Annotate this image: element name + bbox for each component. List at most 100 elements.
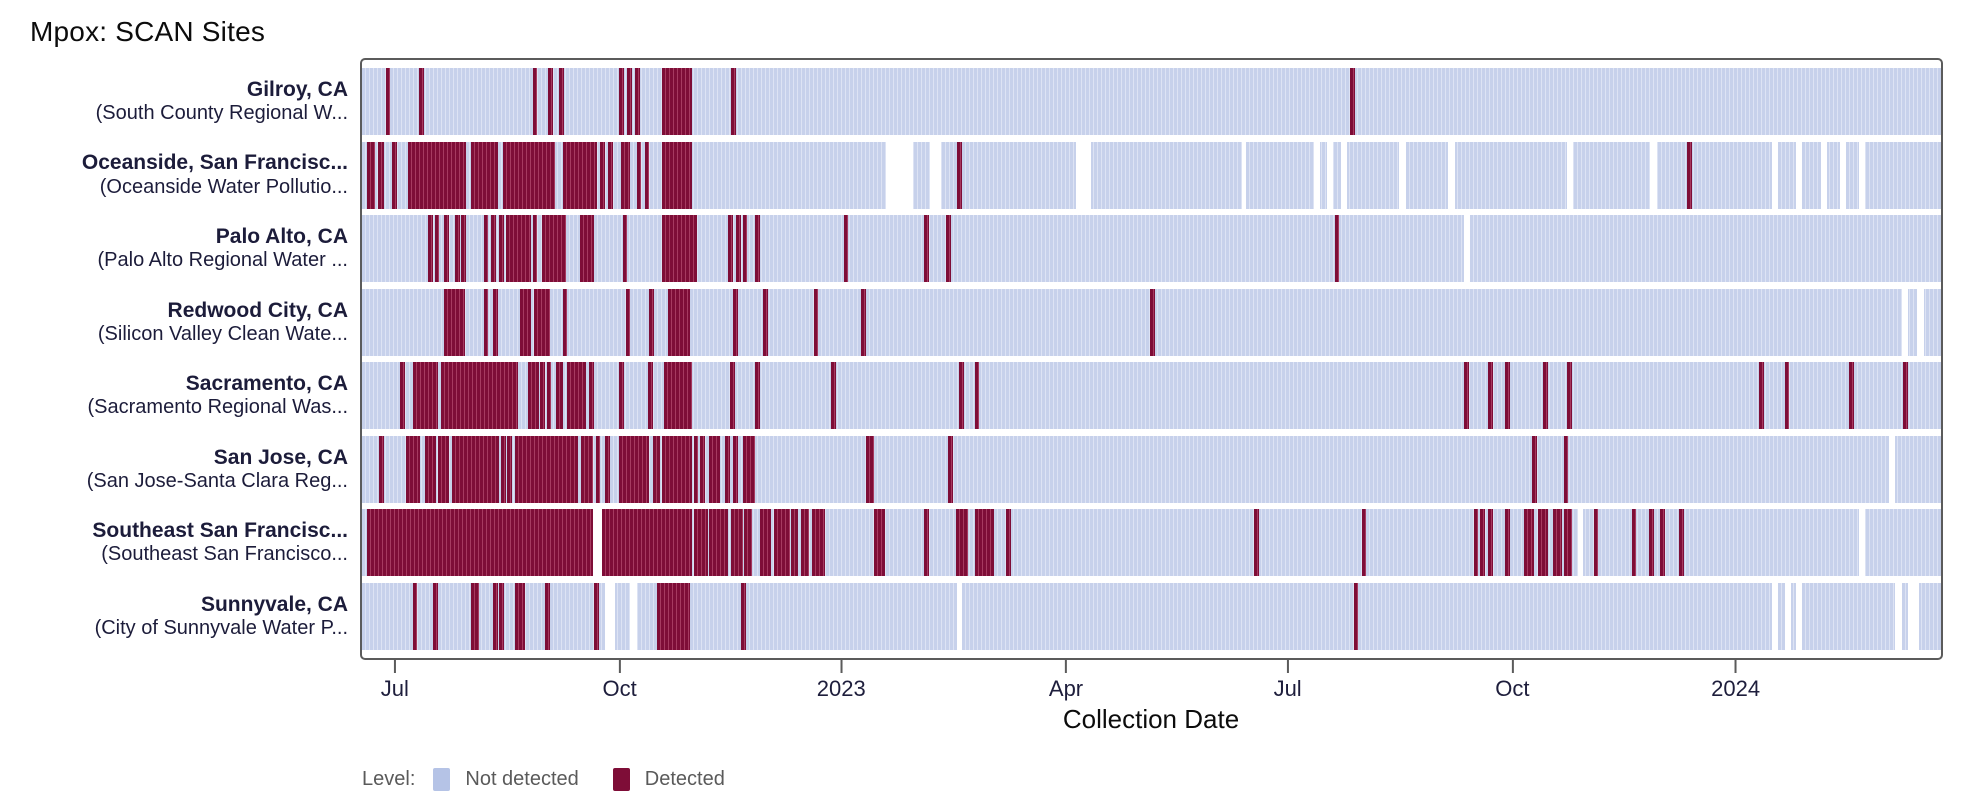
site-facility: (Southeast San Francisco...: [101, 543, 348, 566]
tick-mark: [618, 660, 621, 673]
no-data-gap: [1772, 141, 1779, 209]
no-data-gap: [957, 582, 963, 650]
detected-segment: [452, 435, 500, 503]
detected-segment: [532, 215, 538, 283]
site-label: Oceanside, San Francisc... (Oceanside Wat…: [2, 142, 348, 209]
detected-segment: [499, 582, 505, 650]
no-data-gap: [886, 141, 914, 209]
detected-segment: [1487, 509, 1493, 577]
detected-segment: [662, 435, 692, 503]
detected-segment: [1903, 362, 1908, 430]
no-data-gap: [1448, 141, 1455, 209]
detected-segment: [1538, 509, 1548, 577]
x-axis-tick: 2024: [1711, 660, 1760, 702]
detected-segment: [733, 435, 738, 503]
site-label: Palo Alto, CA (Palo Alto Regional Water .…: [2, 215, 349, 282]
detected-segment: [668, 288, 691, 356]
detected-segment: [546, 362, 552, 430]
site-facility: (Oceanside Water Pollutio...: [99, 175, 348, 198]
detected-segment: [594, 582, 599, 650]
detected-segment: [742, 435, 756, 503]
detected-segment: [499, 215, 505, 283]
detected-segment: [958, 362, 964, 430]
site-name: Redwood City, CA: [167, 298, 348, 322]
detected-segment: [774, 509, 790, 577]
detected-segment: [493, 582, 498, 650]
site-facility: (San Jose-Santa Clara Reg...: [86, 469, 348, 492]
detected-segment: [1479, 509, 1485, 577]
detected-segment: [733, 288, 738, 356]
no-data-gap: [1895, 582, 1902, 650]
no-data-gap: [1784, 582, 1791, 650]
detected-segment: [444, 288, 465, 356]
detected-segment: [1524, 509, 1534, 577]
tick-label: Apr: [1048, 676, 1084, 701]
detected-segment: [470, 582, 479, 650]
detected-segment: [1006, 509, 1011, 577]
detected-segment: [1849, 362, 1855, 430]
tick-mark: [1065, 660, 1068, 673]
detected-segment: [619, 362, 625, 430]
detected-segment: [974, 509, 994, 577]
timeline-band: [362, 509, 1941, 577]
tick-mark: [393, 660, 396, 673]
detected-segment: [399, 362, 405, 430]
detected-segment: [662, 68, 692, 135]
detected-segment: [385, 68, 391, 135]
detected-segment: [647, 362, 653, 430]
x-axis-tick: Jul: [381, 660, 409, 702]
detected-segment: [440, 362, 519, 430]
legend-item-label: Not detected: [465, 768, 579, 790]
x-axis: Jul Oct 2023 Apr Jul Oct 2024: [360, 660, 1943, 706]
site-name: Sacramento, CA: [185, 372, 348, 396]
x-axis-tick: Oct: [602, 660, 637, 702]
site-name: Southeast San Francisc...: [92, 519, 348, 543]
detected-segment: [1361, 509, 1367, 577]
site-name: Gilroy, CA: [246, 77, 348, 101]
no-data-gap: [1314, 141, 1321, 209]
detected-segment: [1149, 288, 1155, 356]
x-axis-tick: Jul: [1274, 660, 1302, 702]
detected-segment: [622, 215, 628, 283]
detected-segment: [693, 509, 708, 577]
no-data-gap: [592, 509, 602, 577]
tick-label: Jul: [1273, 676, 1302, 701]
detected-segment: [1563, 435, 1569, 503]
detected-segment: [507, 435, 512, 503]
no-data-gap: [1888, 435, 1896, 503]
no-data-gap: [1858, 141, 1866, 209]
detected-segment: [366, 141, 375, 209]
no-data-gap: [1075, 141, 1092, 209]
tick-label: 2023: [816, 676, 866, 701]
timeline-band: [362, 582, 1941, 650]
detected-segment: [1593, 509, 1599, 577]
legend-swatch: [612, 768, 630, 791]
detected-segment: [946, 215, 951, 283]
site-facility: (South County Regional W...: [95, 102, 348, 125]
detected-segment: [366, 509, 593, 577]
detected-segment: [534, 288, 550, 356]
detected-segment: [736, 215, 741, 283]
detected-segment: [1759, 362, 1765, 430]
detected-segment: [1464, 362, 1469, 430]
detected-segment: [924, 215, 929, 283]
detected-segment: [1334, 215, 1340, 283]
no-data-gap: [1399, 141, 1406, 209]
detected-segment: [800, 509, 809, 577]
timeline-band: [362, 141, 1941, 209]
no-data-gap: [1650, 141, 1657, 209]
detected-segment: [545, 582, 550, 650]
detected-segment: [483, 215, 489, 283]
site-label: Sunnyvale, CA (City of Sunnyvale Water P.…: [2, 583, 348, 650]
detected-segment: [709, 435, 721, 503]
legend-item-label: Detected: [644, 768, 725, 790]
detected-segment: [1505, 362, 1510, 430]
detected-segment: [1552, 509, 1563, 577]
detected-segment: [1631, 509, 1637, 577]
tick-label: Oct: [1495, 676, 1530, 701]
no-data-gap: [1464, 215, 1471, 283]
site-facility: (Palo Alto Regional Water ...: [97, 249, 349, 272]
no-data-gap: [1326, 141, 1334, 209]
detected-segment: [1353, 582, 1359, 650]
